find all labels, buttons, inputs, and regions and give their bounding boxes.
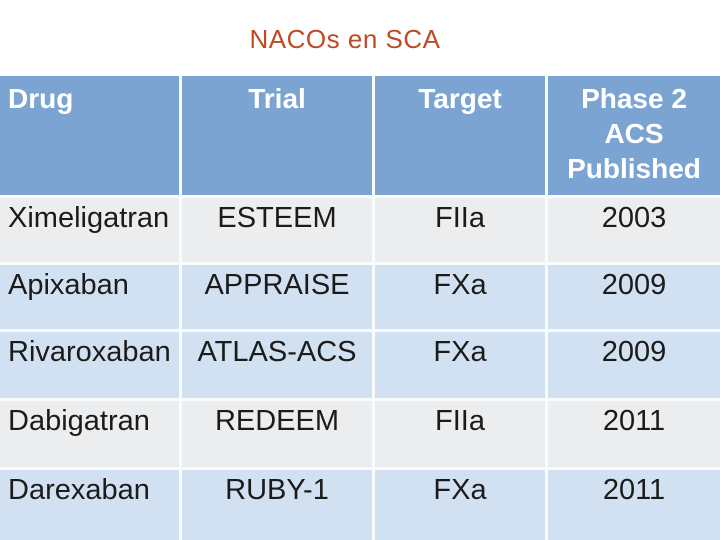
- cell-published: 2009: [548, 265, 720, 329]
- cell-target: FIIa: [375, 401, 545, 467]
- cell-published: 2009: [548, 332, 720, 398]
- column-header-trial: Trial: [182, 76, 372, 195]
- cell-target: FXa: [375, 265, 545, 329]
- cell-trial: ATLAS-ACS: [182, 332, 372, 398]
- nacos-table: Drug Trial Target Phase 2 ACS Published …: [0, 76, 720, 540]
- cell-target: FXa: [375, 470, 545, 540]
- cell-trial: RUBY-1: [182, 470, 372, 540]
- cell-drug: Darexaban: [0, 470, 179, 540]
- cell-published: 2011: [548, 470, 720, 540]
- column-header-drug: Drug: [0, 76, 179, 195]
- cell-trial: APPRAISE: [182, 265, 372, 329]
- cell-trial: ESTEEM: [182, 198, 372, 262]
- cell-published: 2003: [548, 198, 720, 262]
- cell-target: FXa: [375, 332, 545, 398]
- column-header-target: Target: [375, 76, 545, 195]
- cell-target: FIIa: [375, 198, 545, 262]
- cell-drug: Apixaban: [0, 265, 179, 329]
- cell-drug: Rivaroxaban: [0, 332, 179, 398]
- cell-drug: Ximeligatran: [0, 198, 179, 262]
- cell-trial: REDEEM: [182, 401, 372, 467]
- slide-title: NACOs en SCA: [249, 24, 441, 54]
- column-header-published-label: Phase 2 ACS Published: [567, 83, 701, 184]
- cell-published: 2011: [548, 401, 720, 467]
- cell-drug: Dabigatran: [0, 401, 179, 467]
- column-header-published: Phase 2 ACS Published: [548, 76, 720, 195]
